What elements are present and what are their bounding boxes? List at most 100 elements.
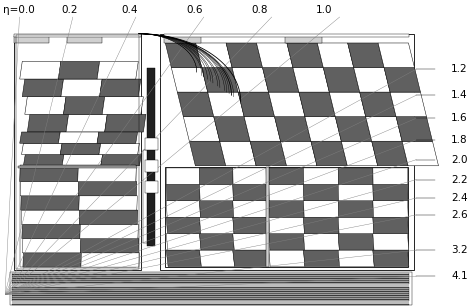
Bar [12, 278, 409, 279]
Polygon shape [200, 217, 234, 234]
Polygon shape [373, 201, 408, 217]
Polygon shape [338, 250, 374, 266]
Polygon shape [102, 97, 143, 115]
Text: 2.6: 2.6 [451, 210, 468, 220]
Bar [12, 292, 409, 293]
Bar [12, 288, 409, 289]
Polygon shape [233, 234, 268, 250]
Bar [146, 160, 158, 172]
Polygon shape [165, 43, 202, 68]
Polygon shape [303, 217, 339, 234]
Bar [12, 277, 409, 278]
Polygon shape [269, 250, 305, 266]
Polygon shape [20, 132, 60, 143]
Polygon shape [79, 210, 138, 224]
Polygon shape [233, 250, 268, 266]
Polygon shape [372, 141, 408, 166]
Polygon shape [303, 250, 340, 266]
Bar [16, 35, 139, 269]
Text: 2.2: 2.2 [451, 175, 468, 185]
Bar [18, 166, 137, 168]
Polygon shape [105, 115, 146, 132]
Polygon shape [287, 43, 323, 68]
Polygon shape [27, 115, 69, 132]
Bar [14, 34, 141, 270]
Polygon shape [166, 184, 200, 201]
Polygon shape [233, 201, 267, 217]
Bar [160, 34, 414, 270]
Polygon shape [281, 141, 317, 166]
Bar [147, 68, 155, 246]
Polygon shape [373, 217, 408, 234]
Polygon shape [20, 61, 61, 79]
Bar [165, 167, 408, 267]
Bar [12, 296, 409, 297]
Polygon shape [99, 79, 141, 97]
Bar [12, 291, 409, 292]
Bar [164, 34, 409, 37]
Polygon shape [268, 92, 305, 117]
Polygon shape [58, 61, 99, 79]
Polygon shape [22, 239, 81, 253]
Polygon shape [373, 250, 409, 266]
Polygon shape [303, 234, 339, 250]
Bar [12, 303, 409, 304]
Polygon shape [166, 168, 200, 184]
Polygon shape [200, 168, 233, 184]
Bar [14, 36, 49, 43]
Polygon shape [178, 92, 214, 117]
Polygon shape [317, 43, 354, 68]
Polygon shape [80, 224, 138, 239]
Polygon shape [338, 217, 374, 234]
Bar [12, 273, 409, 274]
Text: 0.6: 0.6 [186, 5, 203, 15]
Polygon shape [269, 184, 304, 201]
Polygon shape [24, 154, 64, 166]
Polygon shape [232, 68, 268, 92]
Polygon shape [23, 253, 81, 267]
Polygon shape [81, 253, 139, 267]
Bar [12, 285, 409, 286]
Polygon shape [22, 79, 64, 97]
Bar [20, 167, 136, 267]
Polygon shape [200, 234, 234, 250]
Polygon shape [226, 43, 262, 68]
Text: 0.4: 0.4 [122, 5, 138, 15]
Text: 4.1: 4.1 [451, 271, 468, 281]
Bar [12, 294, 409, 295]
Polygon shape [323, 68, 360, 92]
Bar [12, 289, 409, 290]
Polygon shape [200, 184, 234, 201]
Polygon shape [238, 92, 275, 117]
Bar [12, 297, 409, 298]
Polygon shape [58, 132, 99, 143]
Text: 2.4: 2.4 [451, 193, 468, 203]
Polygon shape [166, 250, 202, 266]
Bar [14, 34, 141, 37]
Text: 1.0: 1.0 [316, 5, 332, 15]
Polygon shape [233, 217, 267, 234]
Polygon shape [97, 132, 138, 143]
Text: 0.8: 0.8 [251, 5, 268, 15]
Polygon shape [166, 201, 201, 217]
Polygon shape [311, 141, 347, 166]
Polygon shape [305, 117, 341, 141]
Polygon shape [244, 117, 281, 141]
Polygon shape [396, 117, 432, 141]
Bar [12, 280, 409, 281]
Polygon shape [365, 117, 402, 141]
Polygon shape [66, 115, 107, 132]
Text: η=0.0: η=0.0 [3, 5, 35, 15]
Polygon shape [269, 217, 304, 234]
Bar [12, 299, 409, 300]
Polygon shape [269, 234, 305, 250]
Polygon shape [21, 196, 79, 210]
Text: 1.4: 1.4 [451, 90, 468, 100]
Bar [9, 272, 412, 305]
Polygon shape [78, 181, 137, 196]
Bar [20, 165, 136, 167]
Polygon shape [250, 141, 286, 166]
Polygon shape [166, 217, 201, 234]
Polygon shape [25, 97, 66, 115]
Bar [12, 282, 409, 283]
